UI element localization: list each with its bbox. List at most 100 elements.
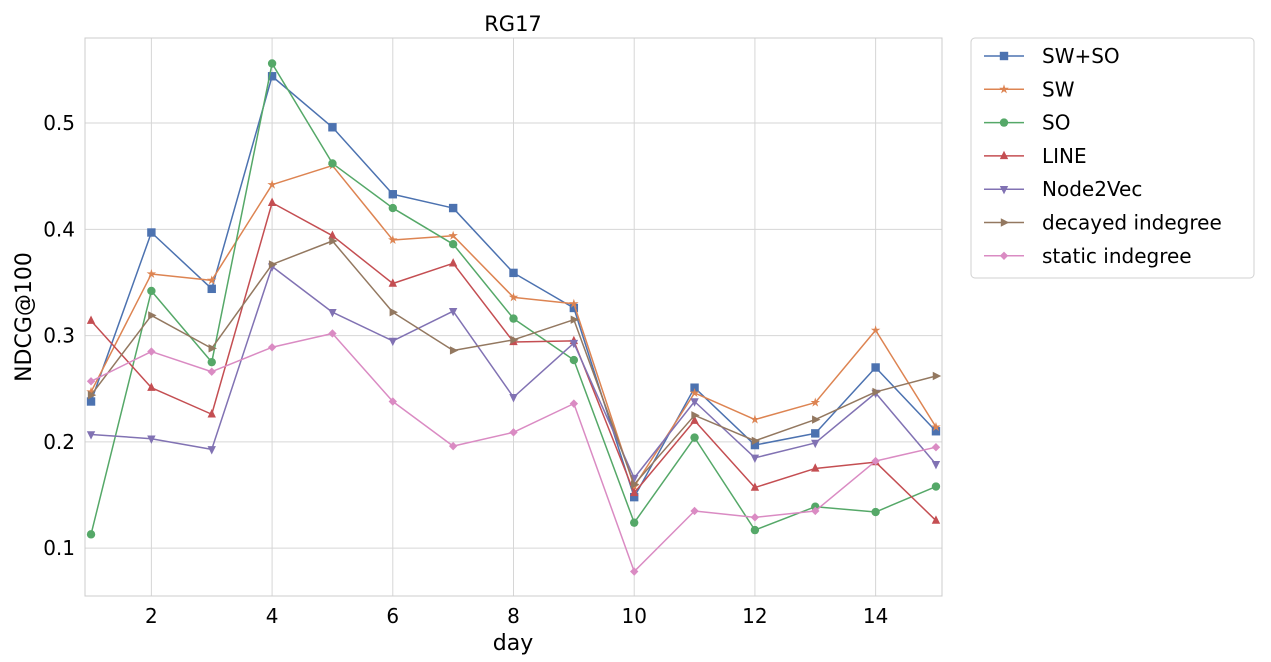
legend-swatch-marker bbox=[999, 150, 1009, 160]
x-tick-label: 2 bbox=[145, 604, 158, 628]
data-point bbox=[871, 363, 880, 372]
legend-box bbox=[970, 37, 1255, 279]
data-point bbox=[931, 461, 941, 470]
data-point bbox=[569, 355, 579, 365]
data-point bbox=[811, 463, 820, 472]
series-5 bbox=[87, 236, 942, 489]
data-point bbox=[207, 446, 216, 455]
plot-frame bbox=[84, 37, 943, 597]
data-point bbox=[569, 339, 579, 349]
data-point bbox=[388, 203, 397, 213]
data-point bbox=[206, 275, 217, 285]
data-point bbox=[267, 343, 277, 352]
data-point bbox=[208, 344, 217, 353]
data-point bbox=[328, 309, 337, 318]
data-point bbox=[147, 382, 156, 391]
data-point bbox=[751, 436, 761, 446]
legend-item: LINE bbox=[984, 144, 1087, 168]
data-point bbox=[750, 454, 760, 464]
data-point bbox=[630, 518, 639, 527]
data-point bbox=[86, 386, 96, 396]
data-point bbox=[328, 230, 337, 239]
legend-item: SW bbox=[984, 77, 1075, 101]
data-point bbox=[931, 443, 941, 452]
data-point bbox=[388, 337, 397, 347]
data-point bbox=[689, 387, 700, 398]
data-point bbox=[267, 72, 277, 81]
legend-label: static indegree bbox=[1042, 244, 1192, 268]
data-point bbox=[811, 429, 820, 438]
data-point bbox=[86, 315, 96, 324]
x-tick-label: 4 bbox=[266, 604, 279, 628]
legend-item: static indegree bbox=[984, 244, 1192, 268]
data-point bbox=[267, 179, 277, 189]
data-point bbox=[509, 314, 518, 323]
data-point bbox=[448, 307, 458, 317]
x-axis-label: day bbox=[493, 631, 533, 656]
y-tick-label: 0.4 bbox=[43, 217, 75, 241]
x-tick-label: 6 bbox=[386, 604, 399, 628]
y-tick-label: 0.1 bbox=[43, 536, 75, 560]
y-tick-label: 0.3 bbox=[43, 324, 75, 348]
data-point bbox=[147, 347, 156, 356]
data-point bbox=[389, 308, 398, 317]
data-point bbox=[931, 482, 941, 491]
legend-item: Node2Vec bbox=[984, 177, 1142, 201]
data-point bbox=[750, 525, 760, 535]
data-point bbox=[872, 387, 881, 397]
data-point bbox=[750, 414, 760, 424]
data-point bbox=[932, 371, 942, 381]
legend-label: decayed indegree bbox=[1042, 211, 1222, 235]
data-point bbox=[509, 268, 518, 278]
data-point bbox=[630, 567, 639, 576]
data-point bbox=[147, 435, 156, 444]
data-point bbox=[207, 357, 216, 367]
legend-swatch-marker bbox=[999, 251, 1009, 260]
data-point bbox=[207, 367, 216, 376]
data-point bbox=[508, 292, 519, 302]
series-layer bbox=[86, 59, 942, 576]
data-point bbox=[630, 487, 639, 497]
data-point bbox=[448, 239, 458, 249]
data-point bbox=[448, 230, 458, 240]
data-point bbox=[268, 260, 278, 269]
x-tick-label: 8 bbox=[507, 604, 520, 628]
data-point bbox=[510, 335, 519, 345]
data-point bbox=[328, 159, 337, 168]
data-point bbox=[388, 190, 397, 199]
series-2 bbox=[86, 59, 941, 539]
y-tick-label: 0.5 bbox=[43, 111, 75, 135]
data-point bbox=[750, 440, 760, 450]
data-point bbox=[509, 394, 518, 403]
data-point bbox=[569, 303, 579, 313]
data-point bbox=[931, 515, 941, 524]
data-point bbox=[631, 480, 640, 489]
x-tick-label: 12 bbox=[742, 604, 767, 628]
data-point bbox=[811, 439, 820, 449]
legend-label: Node2Vec bbox=[1042, 177, 1142, 201]
data-point bbox=[267, 59, 277, 68]
data-point bbox=[931, 422, 941, 432]
series-1 bbox=[86, 160, 941, 491]
data-point bbox=[148, 311, 157, 320]
data-point bbox=[329, 236, 338, 246]
data-point bbox=[448, 258, 458, 267]
data-point bbox=[388, 278, 397, 287]
data-point bbox=[690, 398, 699, 407]
data-point bbox=[388, 234, 398, 244]
series-4 bbox=[86, 263, 941, 484]
data-point bbox=[86, 397, 96, 406]
data-point bbox=[328, 123, 337, 132]
data-point bbox=[810, 397, 821, 407]
data-point bbox=[811, 506, 820, 516]
legend-swatch-marker bbox=[999, 186, 1009, 195]
data-point bbox=[871, 456, 880, 466]
data-point bbox=[812, 415, 821, 424]
data-point bbox=[690, 415, 699, 424]
data-point bbox=[630, 492, 639, 502]
data-point bbox=[267, 197, 277, 206]
legend-item: SO bbox=[984, 111, 1070, 135]
legend-items: SW+SO SW SO LINE Node2Vec decayed indegree sta… bbox=[984, 44, 1222, 268]
data-point bbox=[86, 377, 96, 386]
